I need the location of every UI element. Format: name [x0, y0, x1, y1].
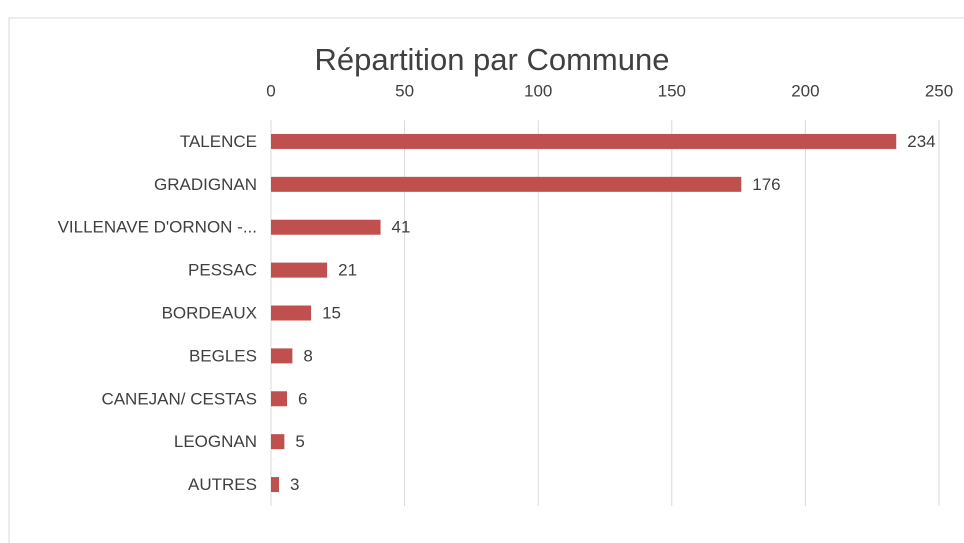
data-label: 41 — [392, 218, 411, 237]
x-tick-label: 150 — [658, 81, 686, 100]
y-tick-label: AUTRES — [188, 475, 257, 494]
x-tick-label: 50 — [395, 81, 414, 100]
bar — [271, 477, 280, 493]
x-tick-label: 250 — [925, 81, 953, 100]
y-tick-label: GRADIGNAN — [154, 175, 257, 194]
chart-title: Répartition par Commune — [315, 42, 670, 77]
y-tick-label: LEOGNAN — [174, 432, 257, 451]
data-label: 176 — [752, 175, 780, 194]
y-tick-label: TALENCE — [180, 132, 257, 151]
data-label: 234 — [907, 132, 935, 151]
y-tick-label: CANEJAN/ CESTAS — [101, 389, 257, 408]
bar — [271, 219, 381, 235]
bar — [271, 391, 288, 407]
data-label: 8 — [303, 346, 312, 365]
x-tick-label: 100 — [524, 81, 552, 100]
bar — [271, 348, 293, 364]
x-tick-label: 0 — [266, 81, 275, 100]
bar — [271, 262, 328, 278]
y-tick-label: VILLENAVE D'ORNON -... — [58, 218, 257, 237]
chart-frame — [8, 17, 964, 543]
bar — [271, 176, 742, 192]
y-tick-label: BORDEAUX — [162, 303, 257, 322]
x-tick-label: 200 — [791, 81, 819, 100]
bar — [271, 305, 312, 321]
data-label: 15 — [322, 303, 341, 322]
bar — [271, 434, 285, 450]
bar — [271, 133, 897, 149]
data-label: 5 — [295, 432, 304, 451]
data-label: 3 — [290, 475, 299, 494]
y-tick-label: BEGLES — [189, 346, 257, 365]
y-tick-label: PESSAC — [188, 261, 257, 280]
data-label: 6 — [298, 389, 307, 408]
data-label: 21 — [338, 261, 357, 280]
